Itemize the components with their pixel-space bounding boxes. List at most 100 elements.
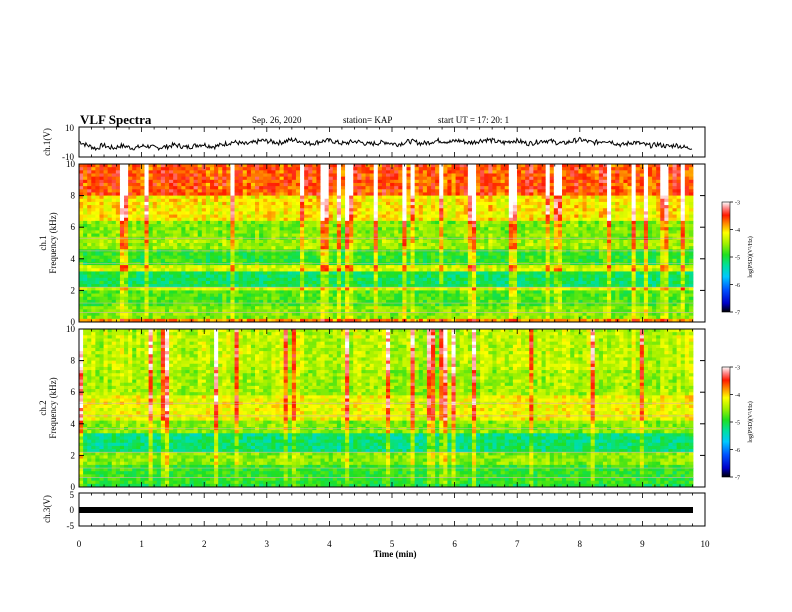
spectrogram-cell (504, 173, 510, 178)
spectrogram-cell (156, 164, 162, 168)
spectrogram-cell (283, 230, 289, 234)
spectrogram-cell (680, 173, 686, 178)
spectrogram-cell (156, 167, 162, 171)
spectrogram-cell (91, 252, 96, 257)
spectrogram-cell (394, 246, 399, 250)
spectrogram-cell (95, 189, 100, 193)
spectrogram-cell (91, 173, 96, 178)
spectrogram-cell (381, 192, 387, 196)
spectrogram-cell (250, 258, 256, 263)
spectrogram-cell (635, 173, 641, 178)
spectrogram-cell (173, 182, 178, 187)
spectrogram-cell (87, 265, 92, 269)
spectrogram-cell (259, 189, 264, 193)
spectrogram-cell (91, 195, 96, 200)
spectrogram-cell (115, 246, 121, 250)
spectrogram-cell (91, 170, 96, 174)
spectrogram-cell (598, 217, 604, 222)
spectrogram-cell (119, 233, 125, 238)
spectrogram-cell (271, 246, 276, 250)
spectrogram-cell (177, 189, 182, 193)
spectrogram-cell (91, 201, 96, 206)
spectrogram-cell (586, 176, 592, 181)
spectrogram-cell (516, 205, 522, 209)
spectrogram-cell (398, 255, 403, 260)
spectrogram-cell (607, 233, 612, 238)
spectrogram-cell (259, 255, 264, 260)
spectrogram-cell (574, 189, 579, 193)
spectrogram-cell (340, 189, 346, 193)
spectrogram-cell (136, 252, 141, 257)
spectrogram-cell (160, 246, 166, 250)
spectrogram-cell (410, 211, 416, 215)
spectrogram-cell (660, 205, 665, 209)
spectrogram-cell (324, 205, 330, 209)
spectrogram-cell (238, 164, 244, 168)
spectrogram-cell (271, 224, 276, 228)
spectrogram-cell (209, 170, 215, 174)
spectrogram-cell (500, 195, 506, 200)
spectrogram-cell (492, 224, 497, 228)
spectrogram-cell (525, 217, 530, 222)
spectrogram-cell (602, 243, 608, 247)
spectrogram-cell (578, 220, 583, 225)
spectrogram-cell (418, 230, 424, 234)
spectrogram-cell (226, 214, 231, 219)
spectrogram-cell (512, 224, 518, 228)
spectrogram-cell (140, 205, 145, 209)
spectrogram-cell (627, 192, 632, 196)
spectrogram-cell (349, 186, 354, 190)
spectrogram-cell (87, 258, 92, 263)
spectrogram-cell (623, 182, 628, 187)
spectrogram-cell (467, 195, 473, 200)
spectrogram-cell (336, 198, 342, 203)
spectrogram-cell (79, 189, 84, 193)
spectrogram-cell (267, 164, 272, 168)
spectrogram-cell (246, 186, 252, 190)
spectrogram-cell (132, 186, 137, 190)
spectrogram-cell (271, 176, 276, 181)
spectrogram-cell (602, 170, 608, 174)
spectrogram-cell (111, 243, 117, 247)
spectrogram-cell (504, 243, 510, 247)
spectrogram-cell (304, 258, 309, 263)
spectrogram-cell (373, 179, 379, 184)
spectrogram-cell (602, 217, 608, 222)
spectrogram-cell (185, 173, 190, 178)
spectrogram-cell (484, 201, 489, 206)
spectrogram-cell (570, 258, 575, 263)
spectrogram-cell (488, 230, 493, 234)
spectrogram-cell (132, 164, 137, 168)
spectrogram-cell (549, 246, 555, 250)
spectrogram-cell (119, 189, 125, 193)
spectrogram-cell (124, 179, 129, 184)
spectrogram-cell (300, 179, 305, 184)
spectrogram-cell (463, 217, 469, 222)
spectrogram-cell (152, 179, 158, 184)
spectrogram-cell (484, 211, 489, 215)
spectrogram-cell (226, 182, 231, 187)
spectrogram-cell (406, 198, 411, 203)
spectrogram-cell (643, 189, 649, 193)
spectrogram-cell (431, 233, 436, 238)
spectrogram-cell (279, 243, 285, 247)
spectrogram-cell (533, 217, 538, 222)
spectrogram-cell (185, 224, 190, 228)
spectrogram-cell (410, 255, 416, 260)
spectrogram-cell (87, 230, 92, 234)
spectrogram-cell (279, 255, 285, 260)
spectrogram-cell (205, 179, 211, 184)
spectrogram-cell (115, 227, 121, 231)
spectrogram-cell (480, 205, 485, 209)
spectrogram-cell (459, 179, 465, 184)
spectrogram-cell (521, 258, 526, 263)
spectrogram-cell (447, 205, 452, 209)
spectrogram-cell (250, 239, 256, 244)
spectrogram-cell (435, 198, 440, 203)
spectrogram-cell (533, 205, 538, 209)
spectrogram-cell (201, 179, 207, 184)
spectrogram-cell (267, 239, 272, 244)
spectrogram-cell (447, 179, 452, 184)
spectrogram-cell (79, 173, 84, 178)
spectrogram-cell (635, 201, 641, 206)
